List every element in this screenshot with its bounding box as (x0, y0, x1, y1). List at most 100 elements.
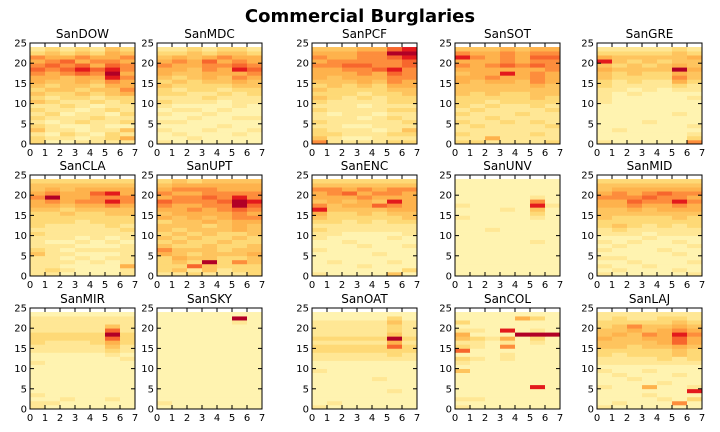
heatmap-cell (327, 59, 343, 64)
heatmap-cell (75, 131, 91, 137)
heatmap-cell (515, 336, 531, 341)
heatmap-cell (312, 251, 328, 257)
heatmap-cell (30, 99, 46, 104)
heatmap-cell (357, 263, 373, 269)
heatmap-cell (515, 139, 531, 145)
y-tick-label: 0 (21, 140, 27, 151)
heatmap-cell (387, 251, 403, 257)
heatmap-cell (372, 400, 388, 406)
heatmap-cell (485, 183, 501, 188)
heatmap-cell (530, 91, 546, 96)
heatmap-cell (75, 360, 91, 365)
heatmap-cell (157, 340, 173, 345)
heatmap-cell (172, 372, 188, 378)
heatmap-cell (75, 215, 91, 220)
heatmap-cell (627, 364, 643, 369)
heatmap-cell (402, 384, 418, 390)
heatmap-cell (357, 115, 373, 121)
heatmap-cell (597, 103, 613, 108)
heatmap-cell (105, 99, 121, 104)
heatmap-cell (470, 211, 486, 216)
heatmap-cell (612, 231, 628, 236)
heatmap-cell (612, 400, 628, 406)
heatmap-cell (597, 59, 613, 64)
heatmap-cell (342, 119, 358, 125)
heatmap-cell (545, 191, 561, 196)
heatmap-cell (157, 263, 173, 269)
heatmap-cell (327, 211, 343, 216)
heatmap-cell (402, 59, 418, 64)
heatmap-cell (232, 83, 248, 88)
heatmap-cell (672, 215, 688, 220)
heatmap-cell (470, 324, 486, 329)
x-tick-label: 2 (184, 148, 190, 159)
heatmap-cell (402, 400, 418, 406)
heatmap-cell (530, 207, 546, 212)
heatmap-cell (187, 199, 203, 204)
heatmap-cell (402, 199, 418, 204)
heatmap-cell (172, 380, 188, 386)
heatmap-cell (687, 139, 703, 145)
heatmap-cell (515, 91, 531, 96)
heatmap-cell (105, 79, 121, 84)
heatmap-cell (515, 223, 531, 228)
heatmap-cell (172, 368, 188, 373)
heatmap-cell (515, 364, 531, 369)
heatmap-cell (455, 67, 471, 72)
heatmap-cell (357, 219, 373, 224)
heatmap-cell (597, 396, 613, 402)
x-tick-label: 0 (309, 413, 315, 424)
heatmap-cell (657, 364, 673, 369)
heatmap-cell (202, 123, 218, 129)
heatmap-cell (545, 251, 561, 257)
heatmap-cell (105, 219, 121, 224)
heatmap-cell (327, 348, 343, 353)
y-tick-label: 5 (303, 251, 309, 262)
heatmap-cell (202, 251, 218, 257)
heatmap-cell (312, 259, 328, 265)
heatmap-cell (597, 227, 613, 232)
heatmap-cell (120, 203, 136, 208)
heatmap-cell (327, 195, 343, 200)
heatmap-cell (342, 356, 358, 361)
heatmap-cell (357, 75, 373, 80)
heatmap-cell (232, 384, 248, 390)
heatmap-cell (500, 316, 516, 321)
y-tick-label: 25 (14, 171, 27, 182)
heatmap-cell (500, 199, 516, 204)
heatmap-cell (172, 47, 188, 52)
heatmap-cell (30, 316, 46, 321)
heatmap-cell (530, 239, 546, 245)
heatmap-cell (372, 207, 388, 212)
heatmap-cell (120, 75, 136, 80)
heatmap-cell (470, 320, 486, 325)
heatmap-cell (357, 103, 373, 108)
heatmap-cell (120, 388, 136, 394)
heatmap-cell (500, 384, 516, 390)
heatmap-cell (217, 227, 233, 232)
heatmap-cell (342, 195, 358, 200)
heatmap-cell (30, 215, 46, 220)
heatmap-cell (612, 103, 628, 108)
heatmap-cell (30, 348, 46, 353)
heatmap-cell (672, 352, 688, 357)
heatmap-cell (232, 219, 248, 224)
heatmap-cell (372, 131, 388, 137)
y-tick-label: 20 (14, 191, 27, 202)
heatmap-cell (217, 364, 233, 369)
heatmap-cell (387, 312, 403, 317)
heatmap-cell (202, 243, 218, 249)
heatmap-cell (515, 243, 531, 249)
heatmap-cell (202, 396, 218, 402)
heatmap-cell (657, 47, 673, 52)
heatmap-cell (485, 243, 501, 249)
heatmap-cell (172, 103, 188, 108)
x-tick-label: 6 (117, 148, 123, 159)
heatmap-cell (157, 127, 173, 133)
heatmap-cell (157, 316, 173, 321)
heatmap-cell (470, 139, 486, 145)
heatmap-cell (30, 243, 46, 249)
y-tick-label: 10 (439, 231, 452, 242)
heatmap-cell (402, 207, 418, 212)
heatmap-cell (60, 119, 76, 125)
